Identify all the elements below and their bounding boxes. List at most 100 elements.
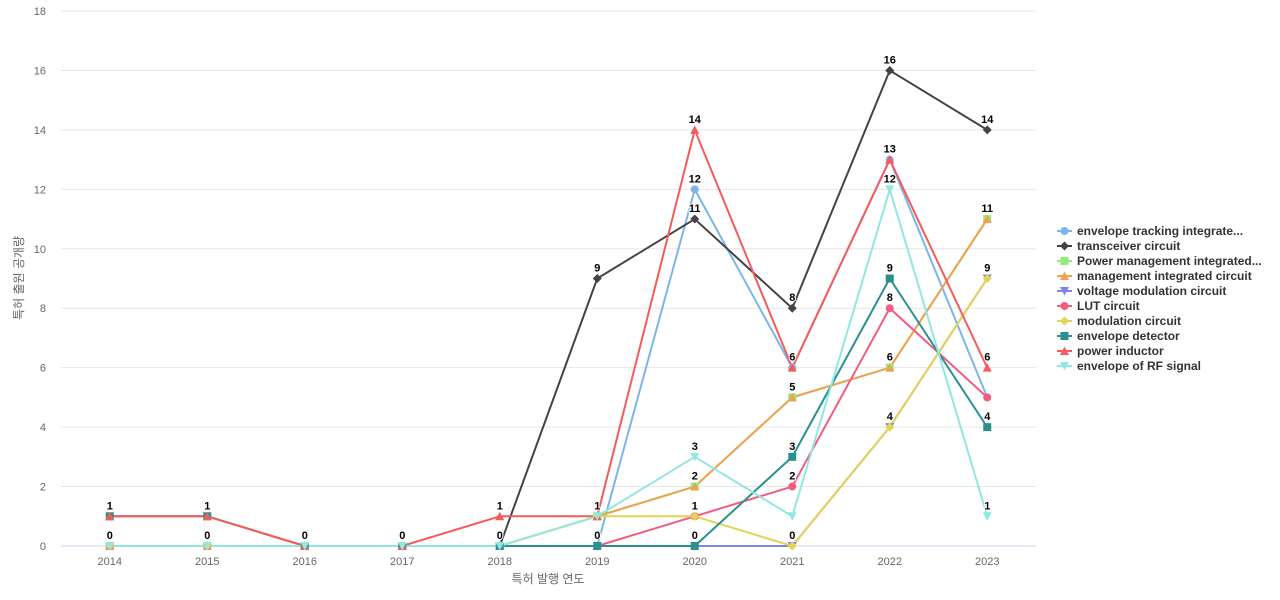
series-line[interactable] [109,128,989,547]
data-point[interactable] [202,511,212,521]
legend-item[interactable]: management integrated circuit [1057,269,1252,283]
legend-item[interactable]: voltage modulation circuit [1057,284,1226,298]
y-tick-label: 0 [40,541,46,553]
data-point[interactable] [300,542,310,551]
data-point[interactable] [787,363,797,372]
series-line[interactable] [109,218,989,547]
data-point[interactable] [690,542,699,550]
data-label: 0 [399,530,405,542]
data-label: 1 [692,500,698,512]
legend-item[interactable]: Power management integrated... [1057,254,1262,268]
data-point[interactable] [495,511,505,521]
legend-item[interactable]: transceiver circuit [1057,239,1180,253]
data-label: 9 [984,263,990,275]
series-line[interactable] [109,158,989,547]
data-label: 9 [887,263,893,275]
data-point[interactable] [982,363,992,372]
data-label: 1 [984,500,990,512]
legend-item[interactable]: modulation circuit [1057,314,1181,328]
data-point[interactable] [202,542,212,551]
x-tick-label: 2022 [878,556,902,568]
data-point[interactable] [787,392,797,402]
series-line[interactable] [109,218,989,547]
data-label: 1 [204,500,210,512]
legend-item[interactable]: power inductor [1057,344,1164,358]
x-axis-title: 특허 발행 연도 [512,571,585,586]
legend[interactable]: envelope tracking integrate...transceive… [1057,224,1262,373]
data-point[interactable] [885,155,895,164]
data-point[interactable] [885,363,895,372]
data-point[interactable] [593,542,602,550]
data-point[interactable] [983,393,992,402]
x-tick-label: 2014 [98,556,122,568]
data-label: 9 [594,263,600,275]
data-label: 6 [789,352,795,364]
data-point[interactable] [788,452,797,461]
data-point[interactable] [592,274,602,283]
x-tick-label: 2015 [195,556,219,568]
legend-symbol[interactable] [1060,287,1069,296]
legend-symbol[interactable] [1060,271,1069,281]
data-point[interactable] [690,511,700,521]
legend-symbol[interactable] [1060,257,1069,265]
data-label: 0 [302,530,308,542]
y-tick-label: 2 [40,482,46,494]
data-point[interactable] [690,125,700,134]
data-point[interactable] [787,303,797,313]
data-point[interactable] [690,185,699,194]
data-point[interactable] [105,542,115,551]
x-tick-label: 2017 [390,556,414,568]
data-point[interactable] [592,512,602,521]
series-line[interactable] [109,188,989,547]
x-axis: 2014 2015 2016 2017 2018 2019 2020 2021 2022 2023 [98,556,1000,568]
data-point[interactable] [690,452,700,462]
legend-symbol[interactable] [1060,302,1069,310]
data-point[interactable] [885,65,895,75]
data-point[interactable] [982,274,992,283]
legend-item[interactable]: envelope detector [1057,329,1180,343]
data-point[interactable] [788,482,797,491]
data-point[interactable] [495,542,505,551]
data-point[interactable] [885,274,894,283]
legend-symbol[interactable] [1060,332,1069,340]
legend-symbol[interactable] [1060,227,1069,235]
x-tick-label: 2016 [293,556,317,568]
data-label: 2 [692,471,698,483]
series-markers[interactable] [105,65,992,551]
data-label: 0 [692,530,698,542]
data-label: 0 [204,530,210,542]
y-axis: 0 2 4 6 8 10 12 14 16 18 [34,6,46,553]
data-point[interactable] [885,304,894,313]
data-label: 1 [107,500,113,512]
data-point[interactable] [690,482,700,491]
data-point[interactable] [397,542,407,551]
data-point[interactable] [787,541,797,551]
legend-symbol[interactable] [1060,241,1069,251]
data-label: 4 [984,411,991,423]
legend-symbol[interactable] [1060,346,1069,356]
data-point[interactable] [885,185,895,194]
data-point[interactable] [982,214,992,224]
legend-item[interactable]: LUT circuit [1057,299,1140,313]
data-point[interactable] [982,125,992,135]
data-point[interactable] [105,511,115,521]
data-point[interactable] [885,422,895,432]
legend-symbol[interactable] [1060,362,1069,371]
data-point[interactable] [787,512,797,521]
data-label: 8 [887,292,893,304]
data-label: 0 [107,530,113,542]
legend-label: envelope tracking integrate... [1077,224,1243,238]
data-label: 14 [689,114,702,126]
legend-symbol[interactable] [1060,316,1069,326]
data-label: 11 [981,203,993,215]
x-tick-label: 2019 [585,556,609,568]
legend-item[interactable]: envelope of RF signal [1057,359,1201,373]
data-label: 11 [689,203,701,215]
legend-label: envelope detector [1077,329,1180,343]
data-point[interactable] [982,512,992,521]
data-label: 14 [981,114,994,126]
data-point[interactable] [983,423,992,432]
legend-item[interactable]: envelope tracking integrate... [1057,224,1243,238]
data-point[interactable] [690,214,700,224]
